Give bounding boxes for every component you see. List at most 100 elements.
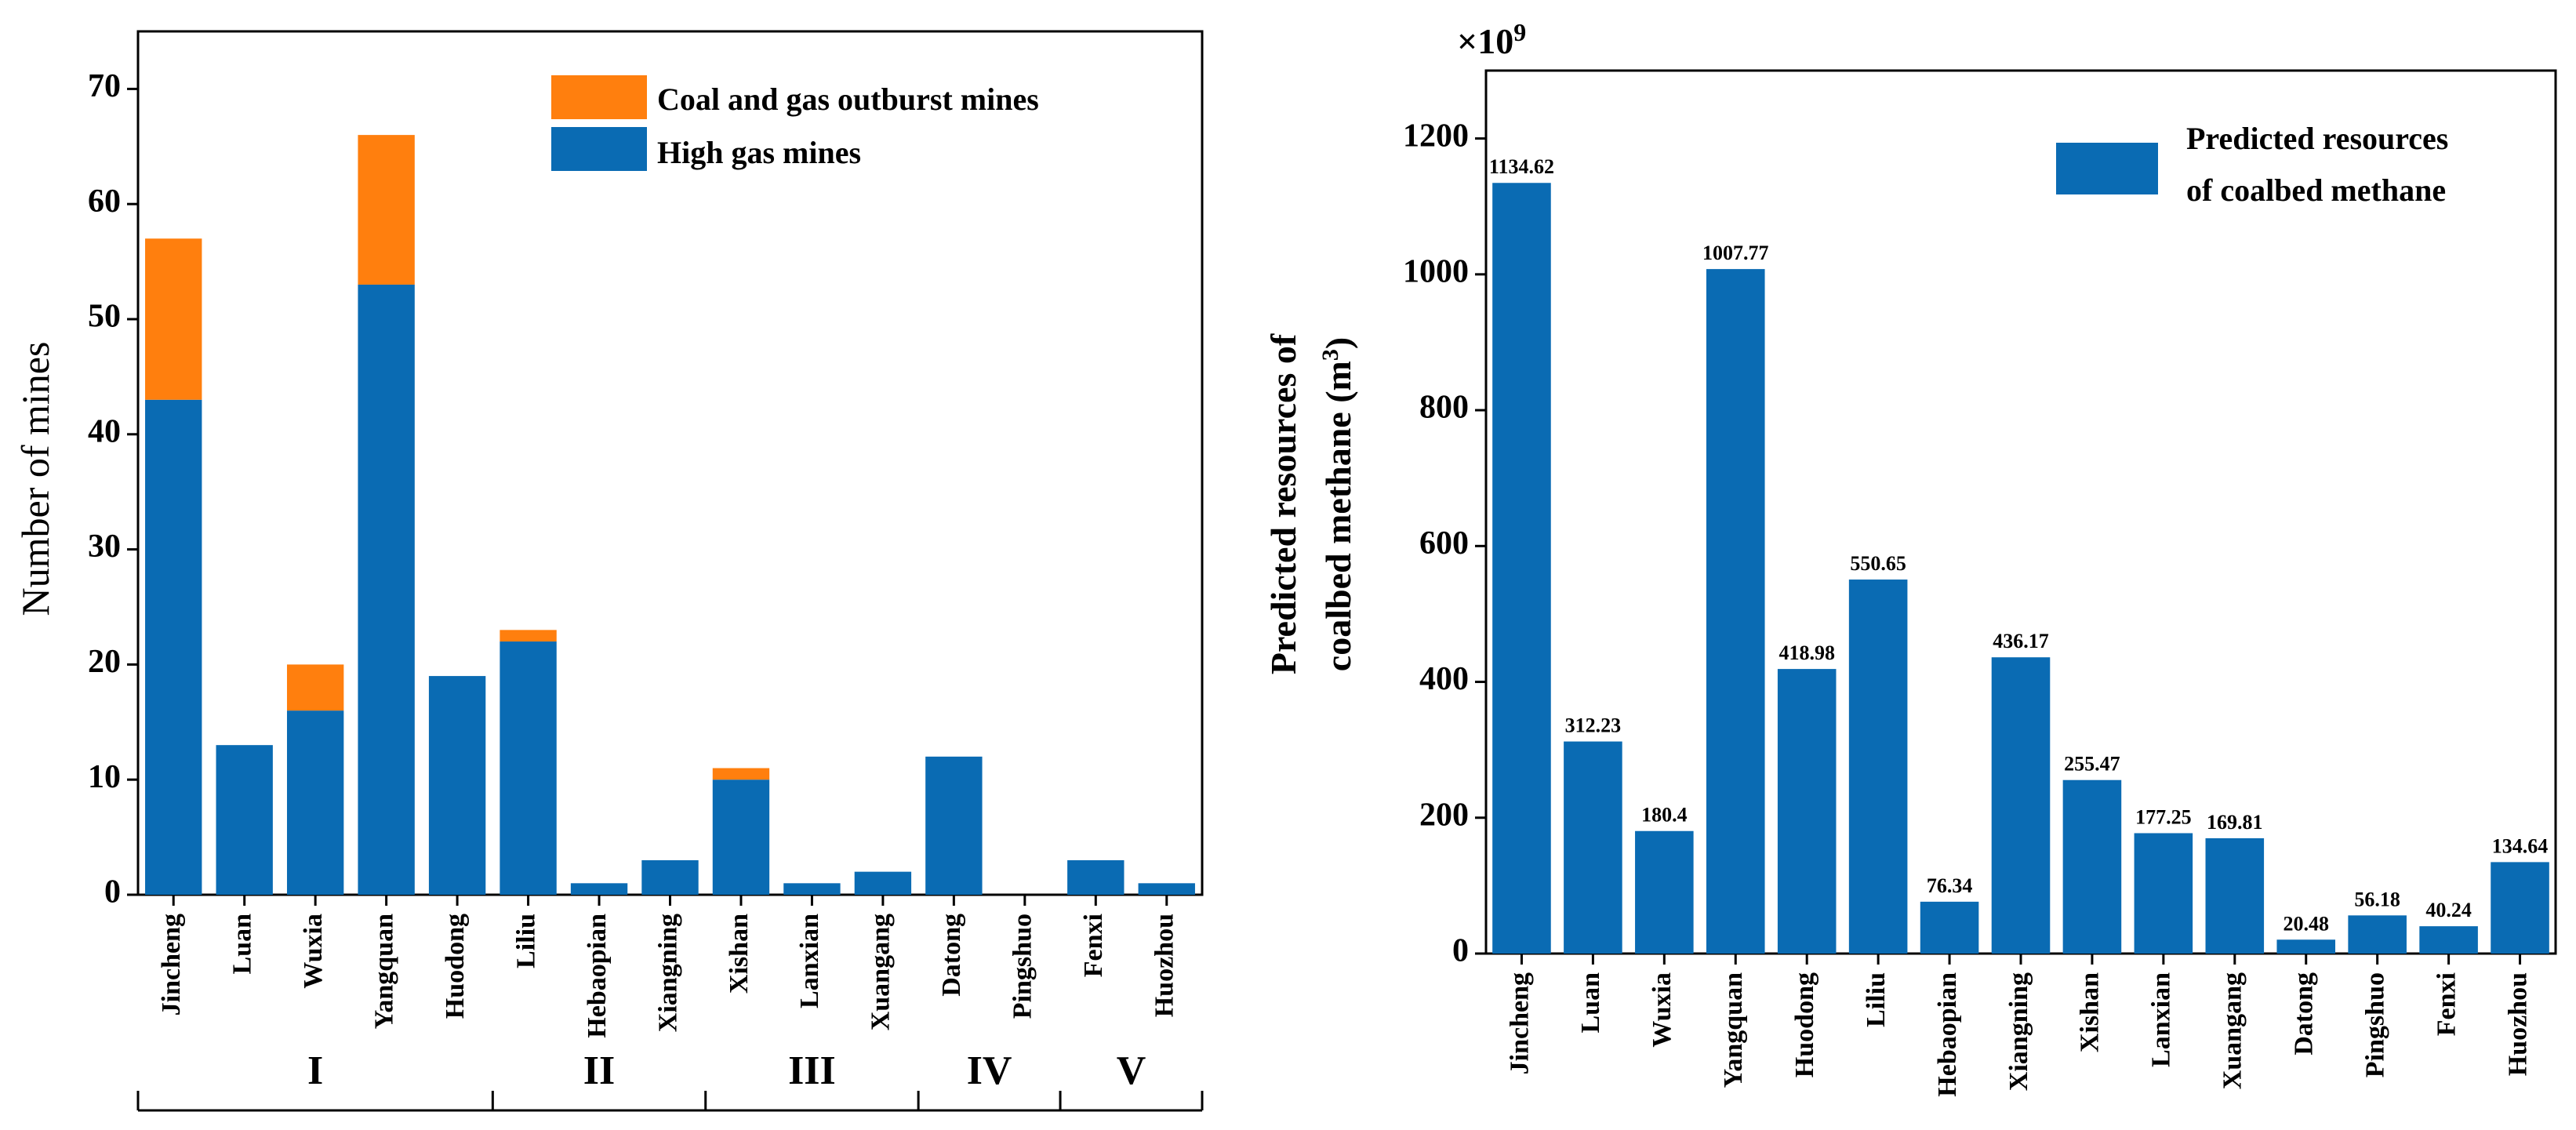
bar-predicted-resource: [2348, 915, 2407, 954]
left-xtick-label: Jincheng: [157, 914, 186, 1016]
right-xtick-label: Luan: [1576, 972, 1605, 1034]
bar-predicted-resource: [2276, 939, 2336, 954]
data-label: 20.48: [2283, 912, 2329, 935]
right-xtick-label: Xuangang: [2218, 972, 2247, 1089]
group-label: II: [583, 1048, 615, 1093]
right-multiplier: ×109: [1457, 18, 1526, 61]
bar-predicted-resource: [1991, 657, 2051, 954]
left-xtick-label: Wuxia: [299, 914, 328, 989]
bar-high-gas: [428, 676, 486, 895]
right-xtick-label: Jincheng: [1505, 972, 1534, 1074]
left-xtick-label: Datong: [937, 914, 966, 997]
data-label: 76.34: [1927, 874, 1973, 897]
bar-predicted-resource: [1492, 183, 1551, 954]
bar-predicted-resource: [1920, 901, 1979, 954]
left-xtick-label: Hebaopian: [583, 914, 612, 1038]
legend-swatch-predicted: [2056, 143, 2158, 194]
legend-label-predicted-line1: Predicted resources: [2186, 121, 2448, 156]
data-label: 550.65: [1850, 552, 1906, 575]
bar-high-gas: [286, 710, 344, 895]
group-label: IV: [967, 1048, 1012, 1093]
left-xtick-label: Luan: [227, 914, 256, 975]
left-xtick-label: Xuangang: [867, 914, 896, 1030]
right-y-axis-ticks: 0 200 400 600 800 1000 1200: [1403, 118, 1486, 969]
bar-high-gas: [641, 859, 699, 895]
data-label: 312.23: [1565, 714, 1622, 737]
left-xtick-label: Huozhou: [1150, 914, 1179, 1017]
bar-high-gas: [854, 871, 912, 895]
left-x-axis-ticks: Jincheng Luan Wuxia Yangquan Huodong Liliu Heb…: [157, 895, 1179, 1038]
data-label: 1134.62: [1489, 155, 1554, 178]
data-label: 180.4: [1641, 804, 1688, 827]
right-xtick-label: Lanxian: [2147, 972, 2176, 1067]
data-label: 177.25: [2135, 805, 2192, 828]
bar-predicted-resource: [1635, 830, 1694, 954]
right-xtick-label: Huozhou: [2503, 972, 2532, 1076]
bar-predicted-resource: [2419, 926, 2478, 954]
right-xtick-label: Hebaopian: [1933, 972, 1962, 1097]
right-y-axis-label-line1: Predicted resources of: [1263, 333, 1303, 674]
left-ytick-label: 10: [88, 759, 121, 795]
right-ytick-label: 0: [1452, 933, 1469, 969]
data-label: 436.17: [1993, 630, 2049, 652]
right-xtick-label: Liliu: [1862, 972, 1891, 1027]
group-label: III: [788, 1048, 836, 1093]
right-ytick-label: 400: [1419, 661, 1469, 697]
left-ytick-label: 70: [88, 68, 121, 104]
left-chart-stacked-bar: 0 10 20 30 40 50 60 70 Jincheng Luan Wuxia Yangqua…: [13, 30, 1204, 1112]
data-label: 418.98: [1778, 641, 1835, 664]
left-ytick-label: 0: [104, 874, 121, 910]
right-xtick-label: Datong: [2290, 972, 2319, 1056]
bar-outburst: [500, 630, 557, 642]
right-xtick-label: Wuxia: [1648, 972, 1677, 1048]
data-label: 1007.77: [1702, 242, 1769, 264]
left-ytick-label: 40: [88, 413, 121, 449]
left-y-axis-ticks: 0 10 20 30 40 50 60 70: [88, 68, 138, 910]
right-legend: Predicted resources of coalbed methane: [2056, 121, 2448, 208]
left-xtick-label: Xiangning: [653, 914, 682, 1032]
bar-outburst: [286, 664, 344, 711]
group-label: I: [307, 1048, 323, 1093]
legend-swatch-high-gas: [551, 127, 647, 171]
right-xtick-label: Fenxi: [2432, 972, 2461, 1036]
bar-high-gas: [1138, 883, 1195, 895]
bar-high-gas: [712, 779, 770, 895]
right-ytick-label: 600: [1419, 525, 1469, 561]
data-label: 169.81: [2207, 811, 2263, 834]
bar-high-gas: [145, 399, 202, 895]
group-label: V: [1117, 1048, 1146, 1093]
right-x-axis-ticks: Jincheng Luan Wuxia Yangquan Huodong Liliu Heb…: [1505, 954, 2532, 1097]
right-xtick-label: Yangquan: [1719, 972, 1748, 1088]
left-xtick-label: Liliu: [511, 914, 540, 968]
bar-high-gas: [216, 745, 273, 895]
left-group-axis: I II III IV V: [136, 1048, 1204, 1112]
right-xtick-label: Xiangning: [2004, 972, 2033, 1091]
left-y-axis-label: Number of mines: [13, 342, 57, 616]
bar-predicted-resource: [1706, 269, 1765, 954]
data-label: 56.18: [2354, 888, 2400, 910]
bar-predicted-resource: [1848, 580, 1908, 954]
bar-high-gas: [925, 756, 983, 895]
bar-high-gas: [500, 641, 557, 895]
left-legend: Coal and gas outburst mines High gas min…: [551, 75, 1039, 171]
bar-outburst: [358, 135, 415, 285]
bar-high-gas: [570, 883, 628, 895]
bar-predicted-resource: [2491, 862, 2549, 954]
right-ytick-label: 800: [1419, 390, 1469, 426]
left-xtick-label: Huodong: [441, 914, 470, 1019]
bar-predicted-resource: [2205, 838, 2265, 954]
right-ytick-label: 200: [1419, 797, 1469, 833]
right-chart-bar: 0 200 400 600 800 1000 1200 1134.62 312.23 180.4…: [1263, 18, 2557, 1097]
left-xtick-label: Pingshuo: [1008, 914, 1037, 1019]
right-xtick-label: Pingshuo: [2360, 972, 2389, 1077]
bar-outburst: [145, 238, 202, 400]
left-ytick-label: 30: [88, 529, 121, 565]
left-xtick-label: Xishan: [725, 914, 754, 994]
data-label: 134.64: [2492, 834, 2549, 857]
legend-label-outburst: Coal and gas outburst mines: [657, 82, 1039, 117]
left-bars: [145, 135, 1195, 896]
data-label: 255.47: [2064, 753, 2120, 776]
right-xtick-label: Huodong: [1790, 972, 1819, 1077]
legend-label-high-gas: High gas mines: [657, 135, 861, 170]
